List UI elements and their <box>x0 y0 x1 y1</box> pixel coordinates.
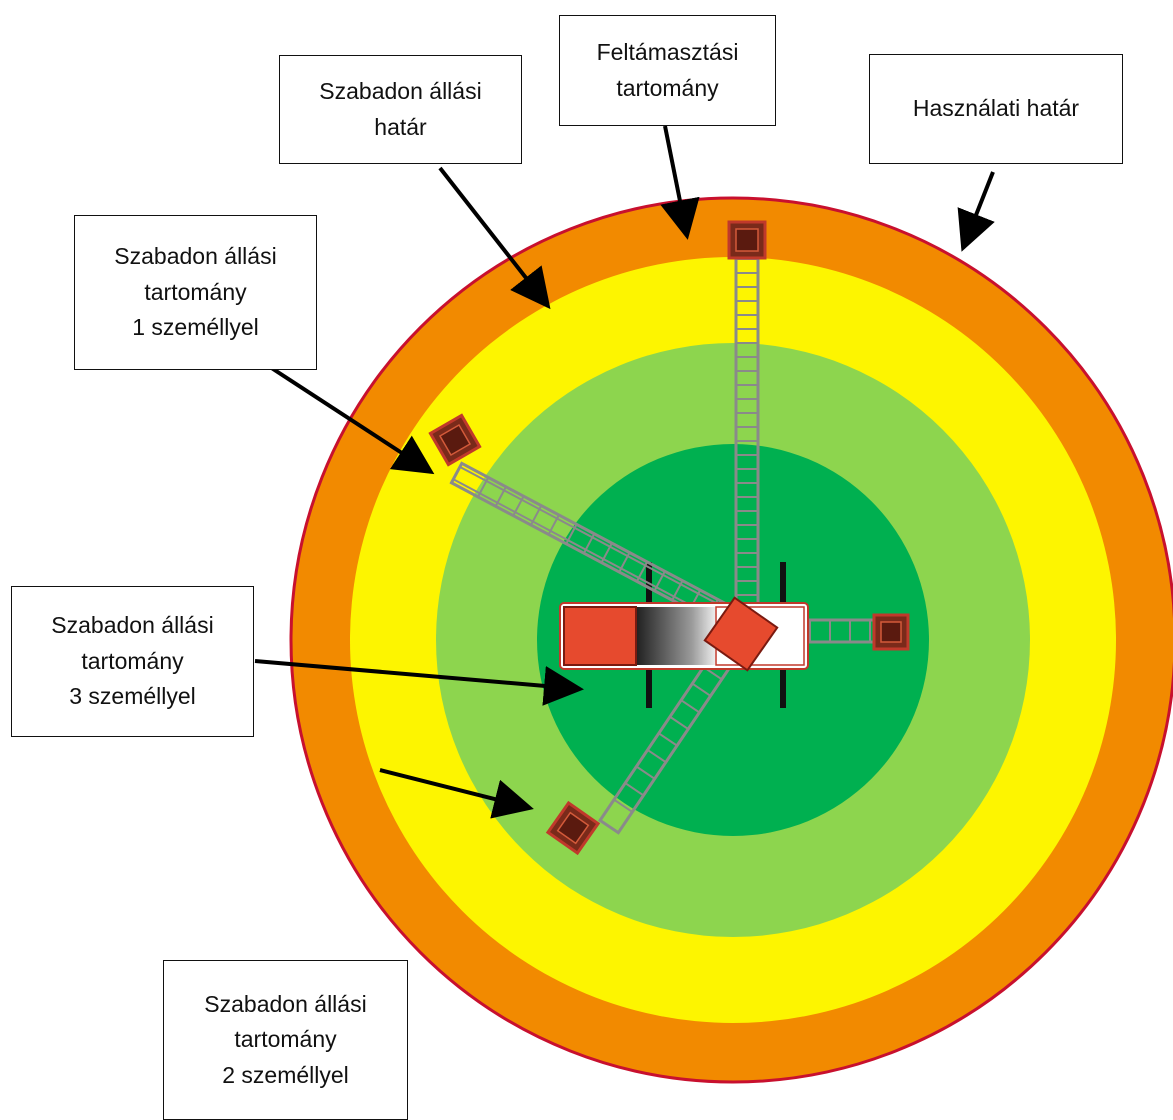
label-support-range: Feltámasztási tartomány <box>559 15 776 126</box>
ladder-platform-icon <box>545 800 601 856</box>
label-freestanding-range-2: Szabadon állási tartomány 2 személlyel <box>163 960 408 1120</box>
label-usage-limit: Használati határ <box>869 54 1123 164</box>
fire-truck-icon <box>559 596 809 672</box>
ladder-up <box>734 256 760 610</box>
arrow-freestanding-range-1 <box>268 365 435 475</box>
arrow-freestanding-range-3 <box>254 659 584 706</box>
arrow-usage-limit <box>957 171 995 252</box>
label-freestanding-limit: Szabadon állási határ <box>279 55 522 164</box>
ladder-platform-icon <box>428 413 482 467</box>
label-freestanding-range-1: Szabadon állási tartomány 1 személlyel <box>74 215 317 370</box>
ladder-platform-icon <box>727 220 767 260</box>
arrow-freestanding-range-2 <box>379 768 534 819</box>
arrows <box>254 125 995 819</box>
label-freestanding-range-3: Szabadon állási tartomány 3 személlyel <box>11 586 254 737</box>
arrow-freestanding-limit <box>438 166 551 310</box>
arrow-support-range <box>660 125 700 240</box>
ladder-platform-icon <box>872 613 910 651</box>
